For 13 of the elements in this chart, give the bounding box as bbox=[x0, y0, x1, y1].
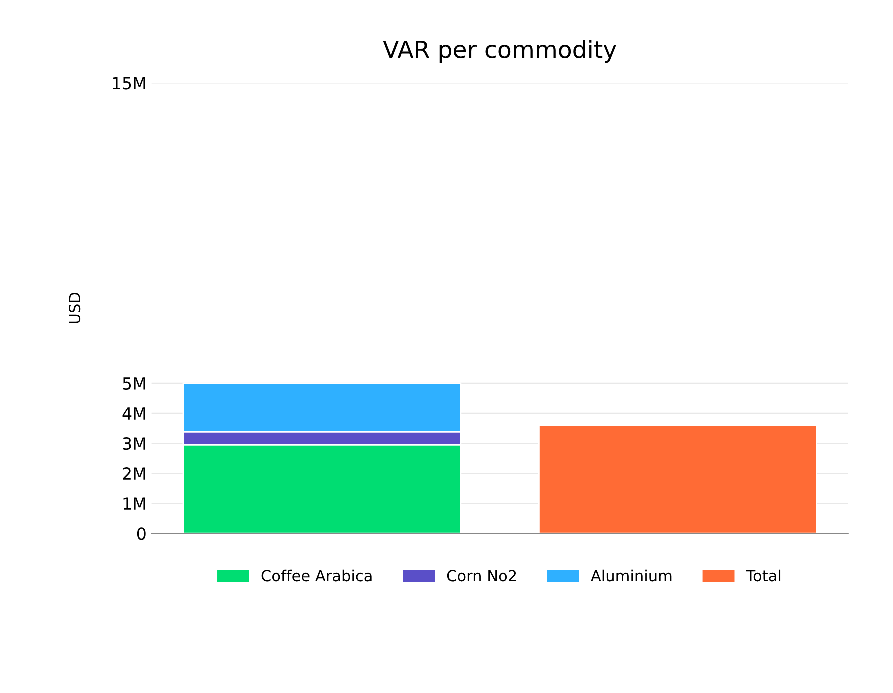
y-tick-label: 1M bbox=[124, 498, 146, 510]
y-tick-label: 5M bbox=[123, 378, 146, 390]
y-tick-label: 15M bbox=[113, 77, 146, 90]
y-tick-label: 3M bbox=[123, 437, 146, 450]
y-tick-label: 0 bbox=[137, 528, 146, 540]
legend-label: Corn No2 bbox=[447, 570, 516, 582]
legend-label: Coffee Arabica bbox=[262, 570, 372, 582]
y-tick-label: 2M bbox=[123, 468, 146, 480]
legend-label: Total bbox=[746, 570, 781, 582]
y-tick-label: 4M bbox=[122, 408, 146, 420]
y-axis-title: USD bbox=[69, 292, 81, 324]
chart-title: VAR per commodity bbox=[383, 40, 616, 64]
legend-label: Aluminium bbox=[591, 570, 672, 582]
